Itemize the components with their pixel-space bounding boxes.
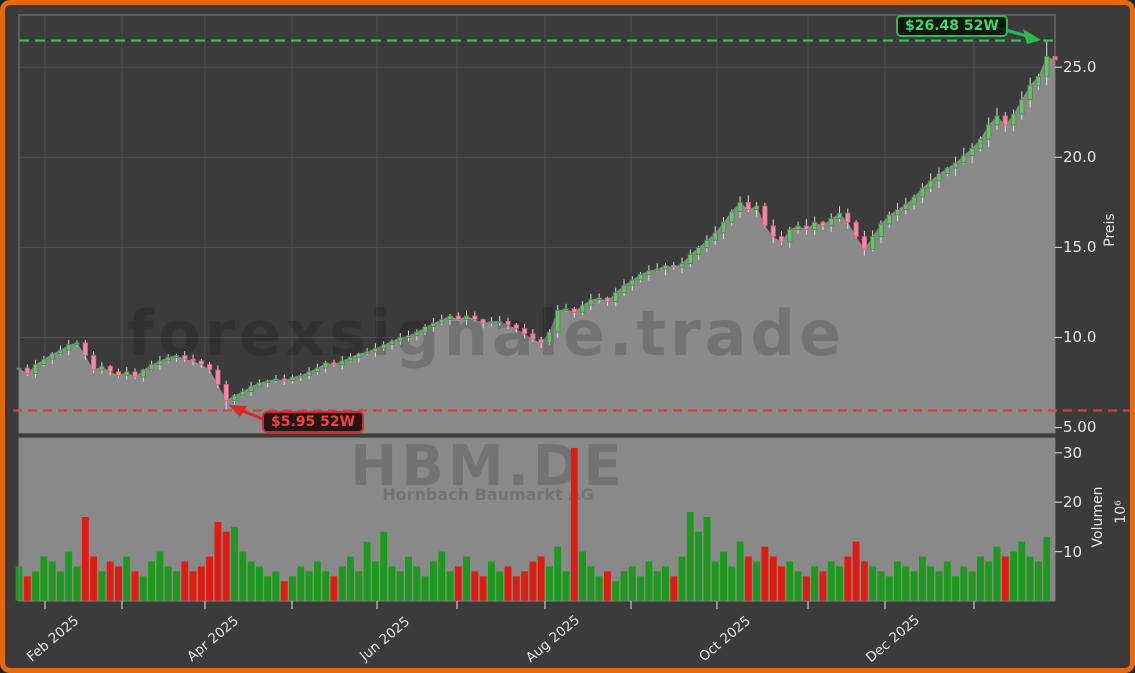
52w-level-lines bbox=[13, 39, 1130, 412]
watermark-company: Hornbach Baumarkt AG bbox=[382, 485, 593, 504]
watermark-brand: forexsignale.trade bbox=[127, 297, 845, 370]
price-tick-25: 25.0 bbox=[1063, 58, 1097, 76]
high-52w-badge: $26.48 52W bbox=[896, 15, 1008, 37]
volume-scale-label: 10⁶ bbox=[1113, 500, 1129, 524]
price-tick-5: 5.00 bbox=[1063, 418, 1097, 436]
low-52w-badge: $5.95 52W bbox=[262, 411, 365, 433]
volume-bars bbox=[15, 447, 1051, 601]
candlesticks bbox=[16, 40, 1058, 411]
axes-spines-ticks bbox=[18, 14, 1062, 609]
price-volume-chart: forexsignale.trade HBM.DE Hornbach Bauma… bbox=[13, 14, 1130, 609]
price-tick-10: 10.0 bbox=[1063, 328, 1097, 346]
volume-tick-20: 20 bbox=[1063, 493, 1083, 511]
price-tick-15: 15.0 bbox=[1063, 238, 1097, 256]
price-axis-title: Preis bbox=[1102, 213, 1118, 247]
volume-tick-30: 30 bbox=[1063, 444, 1083, 462]
volume-axis-title: Volumen bbox=[1090, 486, 1106, 548]
volume-tick-10: 10 bbox=[1063, 543, 1083, 561]
price-area-fill bbox=[19, 56, 1055, 434]
price-tick-20: 20.0 bbox=[1063, 148, 1097, 166]
